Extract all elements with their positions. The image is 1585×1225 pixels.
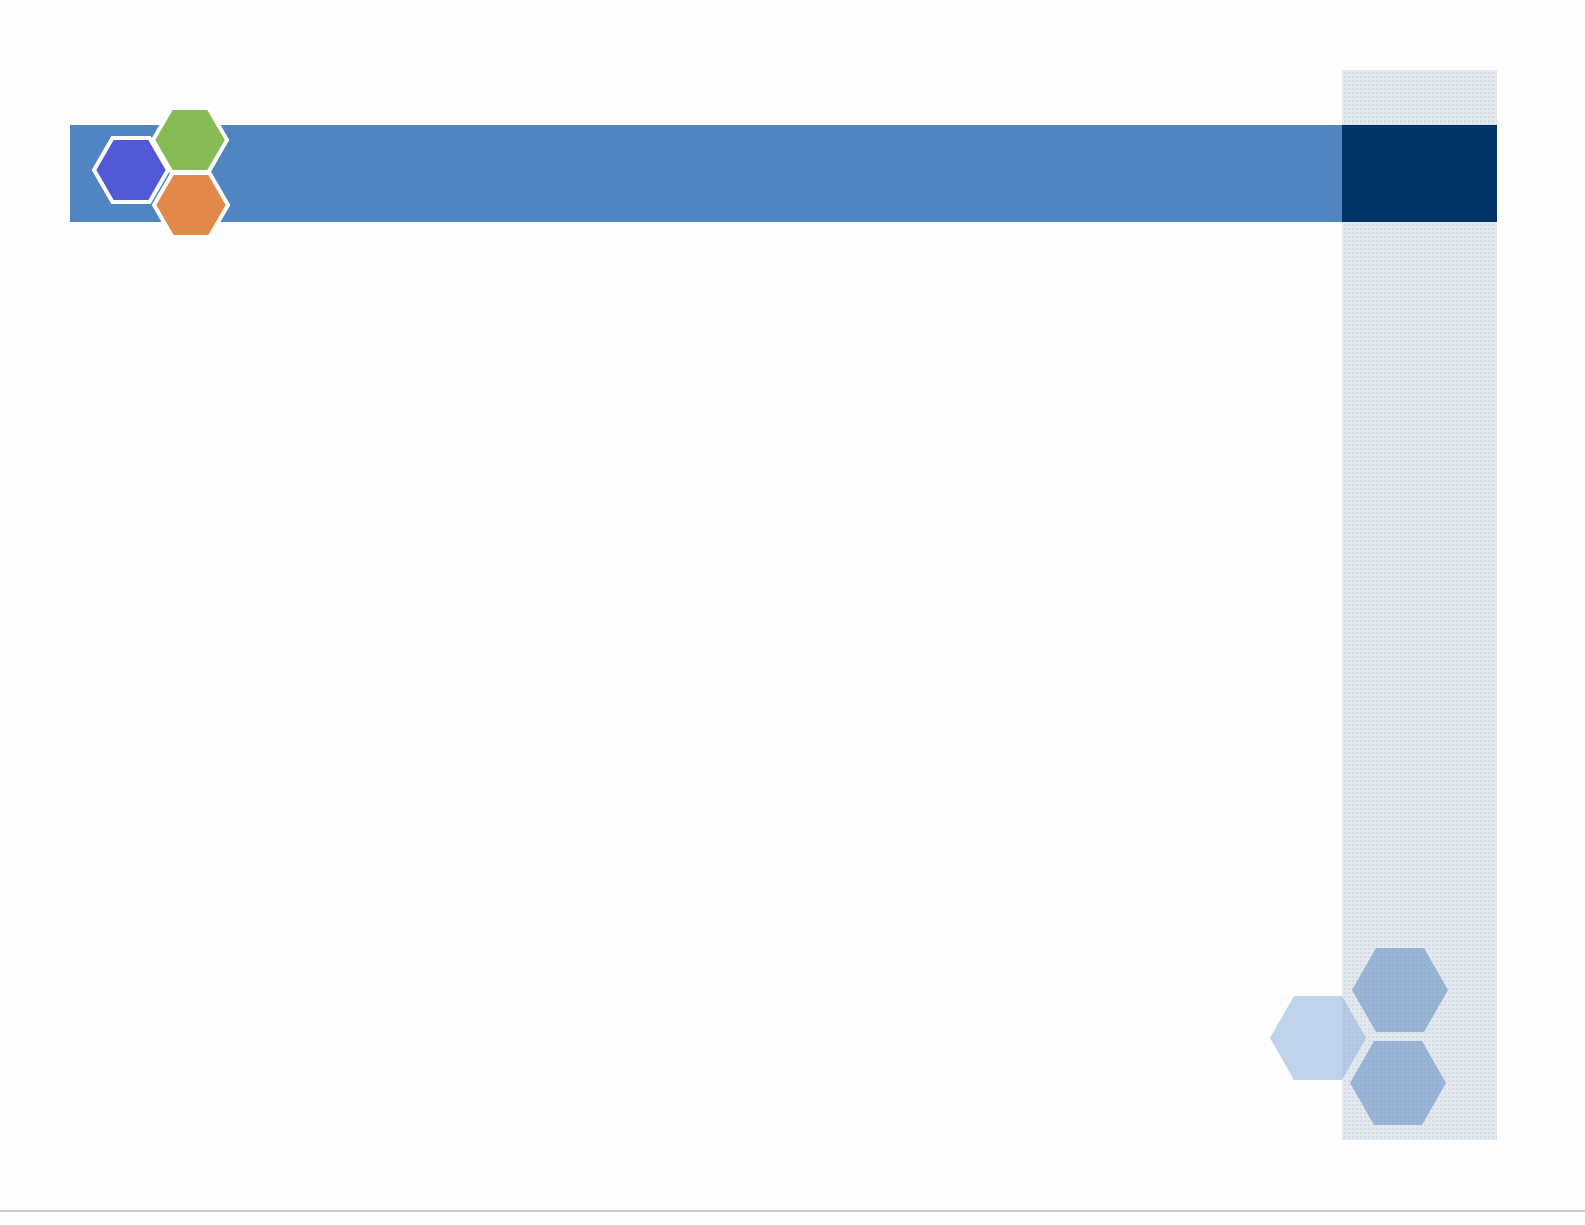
hexagon-decor (1350, 1041, 1446, 1125)
hexagon-orange (151, 171, 231, 239)
hexagon-decor (1270, 996, 1366, 1080)
decor-hexagons (1270, 948, 1448, 1125)
logo-hexagons (91, 106, 231, 239)
hexagon-decor (1352, 948, 1448, 1032)
header-block (1342, 125, 1497, 222)
header-band (70, 125, 1342, 222)
hexagon-blue (91, 136, 171, 204)
